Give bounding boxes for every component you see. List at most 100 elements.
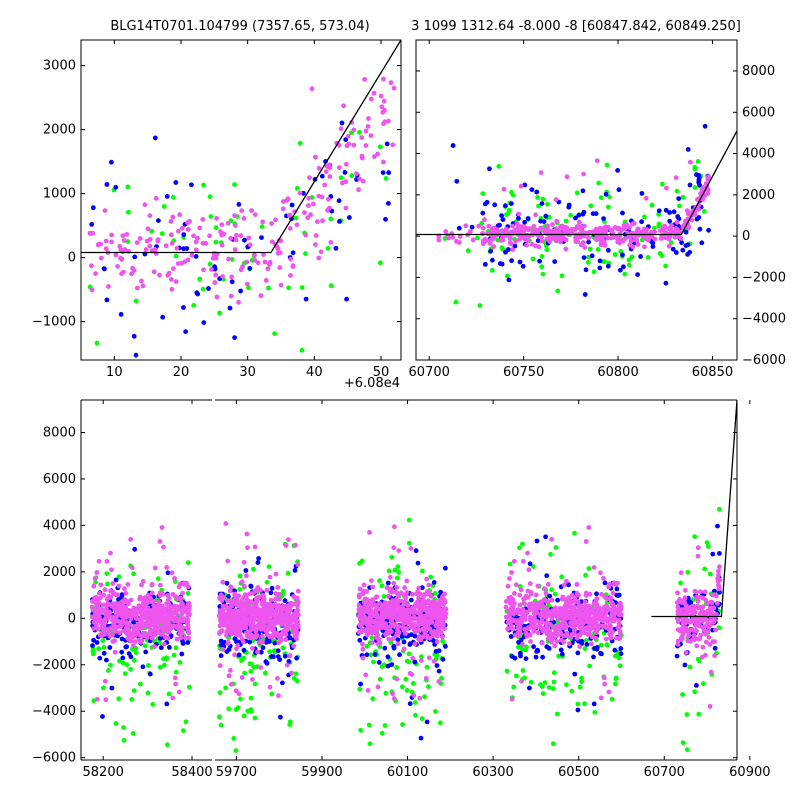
data-point-magenta [145, 613, 150, 618]
data-point-magenta [264, 608, 270, 614]
data-point-green [251, 566, 256, 572]
data-point-green [563, 218, 569, 224]
data-point-blue [509, 258, 514, 264]
data-point-magenta [172, 675, 178, 681]
data-point-magenta [442, 606, 448, 612]
data-point-magenta [185, 622, 191, 627]
data-point-magenta [388, 616, 394, 621]
data-point-blue [527, 685, 532, 691]
data-point-blue [594, 591, 599, 597]
data-point-magenta [168, 232, 174, 238]
data-point-magenta [117, 630, 122, 636]
data-point-magenta [418, 637, 424, 643]
data-point-magenta [713, 627, 718, 633]
data-point-blue [482, 262, 488, 267]
data-point-magenta [239, 579, 245, 585]
data-point-magenta [558, 608, 564, 613]
data-point-green [422, 694, 427, 700]
data-point-magenta [176, 228, 181, 234]
data-point-magenta [102, 618, 108, 624]
data-point-magenta [279, 622, 285, 627]
data-point-magenta [689, 217, 695, 223]
data-point-green [164, 655, 170, 661]
data-point-green [702, 566, 708, 572]
data-point-magenta [491, 244, 497, 250]
data-point-blue [522, 219, 527, 225]
data-point-magenta [526, 567, 532, 573]
data-point-magenta [226, 256, 232, 262]
data-point-magenta [511, 558, 517, 564]
data-point-magenta [94, 696, 100, 702]
data-point-magenta [265, 266, 271, 272]
data-point-magenta [286, 213, 292, 218]
data-point-blue [248, 584, 254, 589]
data-point-blue [499, 261, 505, 267]
data-point-magenta [426, 582, 432, 588]
data-point-blue [594, 645, 600, 650]
data-point-blue [696, 180, 702, 185]
data-point-magenta [598, 570, 603, 576]
data-point-magenta [476, 223, 482, 229]
data-point-magenta [177, 581, 183, 587]
data-point-magenta [596, 607, 601, 613]
data-point-green [678, 580, 683, 586]
data-point-magenta [245, 281, 250, 287]
data-point-magenta [129, 565, 135, 571]
data-point-magenta [373, 635, 379, 640]
data-point-green [669, 240, 674, 246]
data-point-magenta [652, 236, 658, 242]
data-point-magenta [142, 202, 148, 208]
data-point-blue [278, 714, 283, 720]
data-point-magenta [220, 604, 226, 609]
data-point-blue [694, 683, 699, 688]
data-point-magenta [295, 588, 301, 594]
data-point-blue [618, 651, 624, 657]
data-point-magenta [97, 632, 103, 638]
data-point-green [598, 195, 604, 201]
data-point-magenta [238, 233, 244, 239]
data-point-blue [236, 202, 242, 207]
data-point-green [591, 269, 597, 275]
data-point-magenta [386, 593, 391, 599]
data-point-blue [586, 239, 591, 245]
data-point-magenta [343, 161, 349, 167]
x-tick-label: 40 [306, 365, 323, 380]
data-point-magenta [375, 151, 380, 157]
data-point-magenta [120, 628, 126, 634]
data-point-green [539, 264, 545, 270]
data-point-blue [589, 253, 595, 259]
data-point-green [420, 568, 425, 574]
data-point-green [238, 696, 243, 702]
data-point-green [240, 656, 246, 662]
data-point-green [545, 201, 550, 207]
data-point-green [248, 669, 254, 674]
data-point-magenta [239, 606, 245, 611]
data-point-magenta [530, 617, 536, 623]
data-point-magenta [673, 175, 679, 181]
data-point-green [642, 214, 647, 220]
data-point-magenta [545, 223, 550, 229]
data-point-blue [107, 645, 113, 650]
data-point-magenta [126, 628, 132, 634]
data-point-magenta [232, 213, 238, 219]
data-point-blue [605, 263, 611, 269]
data-point-green [183, 719, 189, 725]
data-point-magenta [538, 613, 543, 619]
data-point-magenta [262, 259, 268, 265]
data-point-green [137, 681, 143, 687]
data-point-magenta [532, 610, 537, 616]
data-point-green [173, 669, 179, 675]
data-point-magenta [632, 237, 638, 243]
data-point-green [328, 283, 334, 289]
data-point-magenta [363, 672, 369, 678]
data-point-green [595, 247, 601, 252]
data-point-magenta [273, 607, 279, 613]
data-point-magenta [617, 625, 622, 630]
data-point-green [575, 701, 581, 707]
data-point-green [155, 576, 161, 582]
data-point-magenta [185, 220, 191, 226]
data-point-blue [118, 312, 124, 317]
data-point-magenta [404, 578, 410, 584]
data-point-magenta [435, 602, 441, 608]
data-point-magenta [528, 639, 533, 644]
